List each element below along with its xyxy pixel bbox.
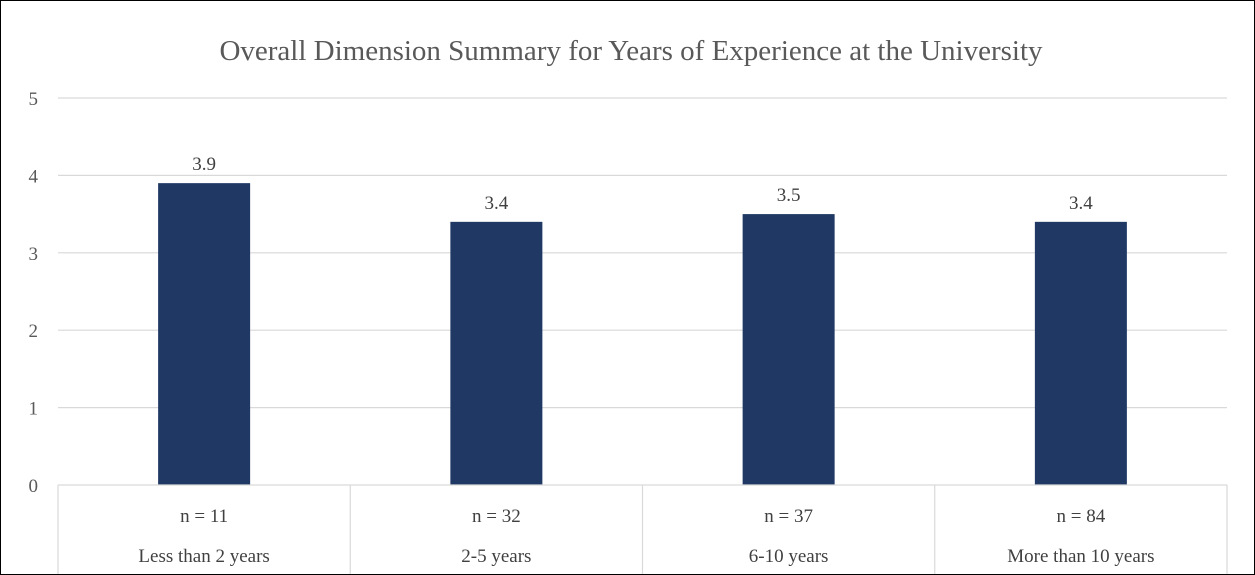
bar: [1034, 221, 1127, 485]
y-tick-label: 0: [29, 476, 39, 497]
data-label: 3.4: [485, 193, 509, 214]
chart-title: Overall Dimension Summary for Years of E…: [219, 35, 1043, 67]
sample-size-label: n = 84: [1057, 506, 1106, 527]
y-axis-ticks: 0 1 2 3 4 5: [29, 89, 39, 497]
data-label: 3.5: [777, 185, 801, 206]
y-tick-label: 5: [29, 89, 39, 110]
category-label: More than 10 years: [1007, 546, 1154, 567]
sample-size-label: n = 37: [764, 506, 813, 527]
category-label: 2-5 years: [461, 546, 531, 567]
y-tick-label: 2: [29, 321, 39, 342]
data-labels: 3.9 3.4 3.5 3.4: [192, 154, 1093, 214]
bar: [158, 183, 251, 485]
category-label: Less than 2 years: [138, 546, 269, 567]
bars: [158, 183, 1127, 485]
y-tick-label: 3: [29, 244, 39, 265]
sample-size-label: n = 11: [180, 506, 228, 527]
data-label: 3.4: [1069, 193, 1093, 214]
y-tick-label: 4: [29, 166, 39, 187]
gridlines: [58, 97, 1227, 409]
bar: [742, 214, 835, 485]
sample-size-label: n = 32: [472, 506, 521, 527]
bar: [450, 221, 543, 485]
category-table: n = 11 Less than 2 years n = 32 2-5 years n …: [57, 484, 1228, 574]
data-label: 3.9: [192, 154, 216, 175]
category-label: 6-10 years: [749, 546, 829, 567]
y-tick-label: 1: [29, 399, 39, 420]
